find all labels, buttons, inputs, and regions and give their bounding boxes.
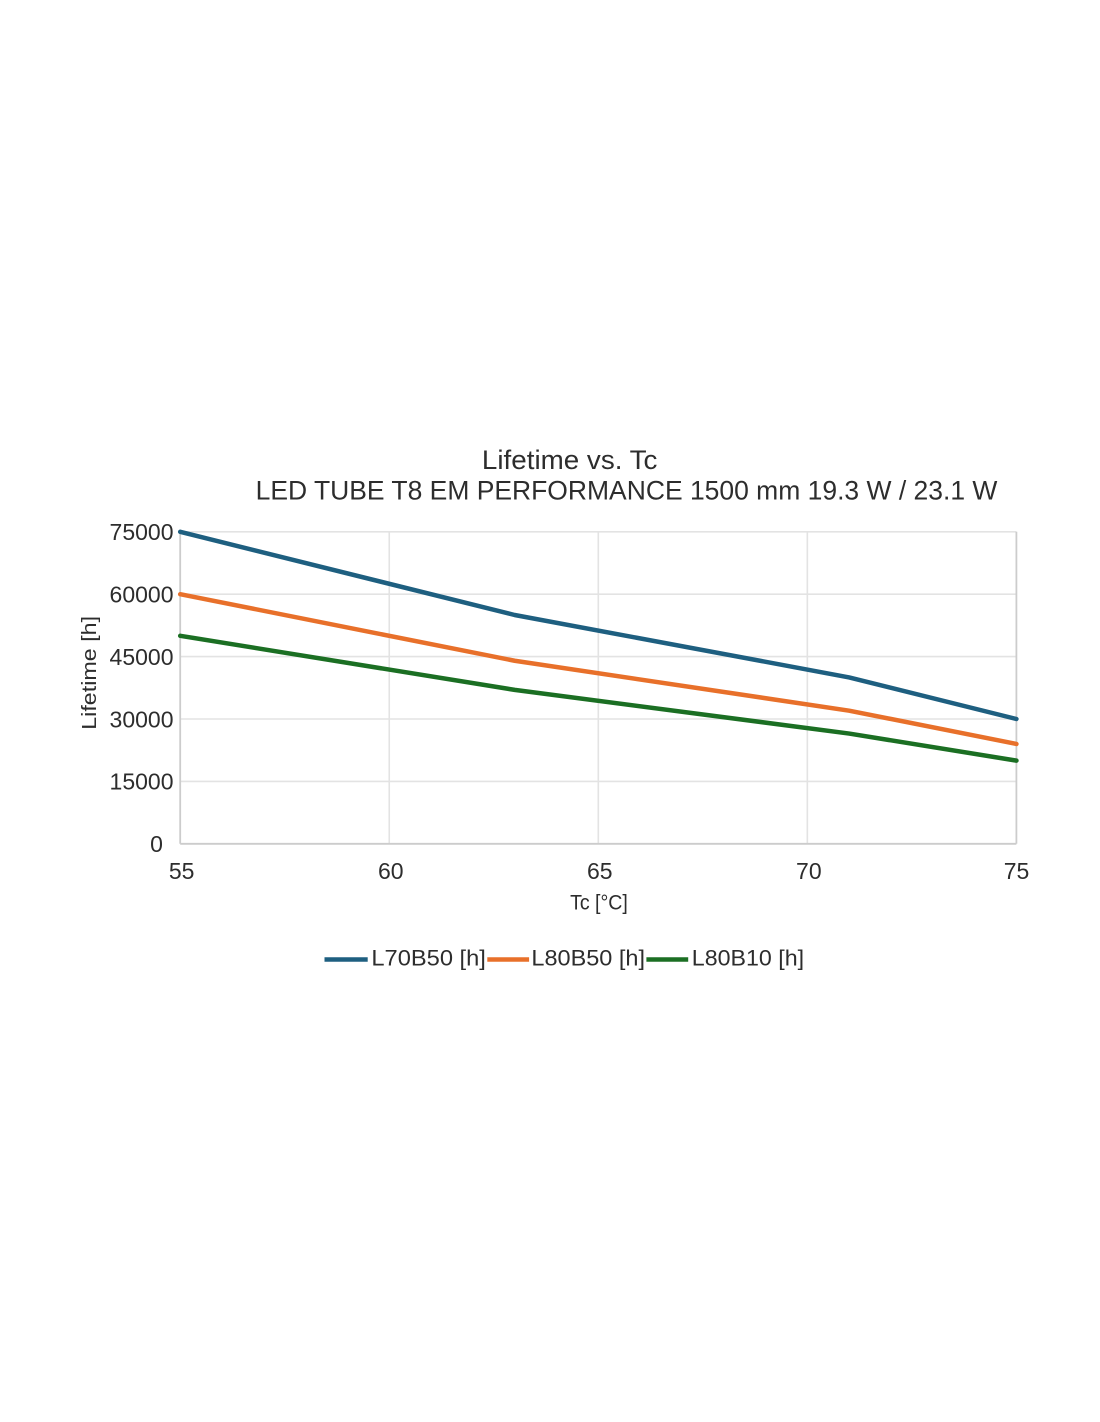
svg-text:L70B50 [h]: L70B50 [h] — [371, 946, 486, 971]
svg-text:L80B10 [h]: L80B10 [h] — [692, 946, 804, 971]
svg-text:75000: 75000 — [110, 519, 174, 545]
svg-text:55: 55 — [169, 858, 195, 884]
svg-text:60000: 60000 — [110, 582, 174, 608]
svg-text:L80B50 [h]: L80B50 [h] — [531, 946, 645, 971]
svg-text:0: 0 — [150, 831, 163, 857]
svg-text:70: 70 — [796, 858, 822, 884]
svg-text:65: 65 — [587, 858, 613, 884]
svg-text:Tc [°C]: Tc [°C] — [570, 891, 628, 914]
svg-text:30000: 30000 — [110, 706, 174, 732]
svg-text:75: 75 — [1004, 858, 1030, 884]
svg-text:15000: 15000 — [110, 769, 174, 795]
svg-text:Lifetime [h]: Lifetime [h] — [78, 616, 101, 730]
svg-text:Lifetime vs. Tc: Lifetime vs. Tc — [482, 445, 658, 475]
svg-text:60: 60 — [378, 858, 404, 884]
svg-text:45000: 45000 — [110, 644, 174, 670]
svg-text:LED TUBE T8 EM PERFORMANCE 150: LED TUBE T8 EM PERFORMANCE 1500 mm 19.3 … — [256, 476, 998, 506]
